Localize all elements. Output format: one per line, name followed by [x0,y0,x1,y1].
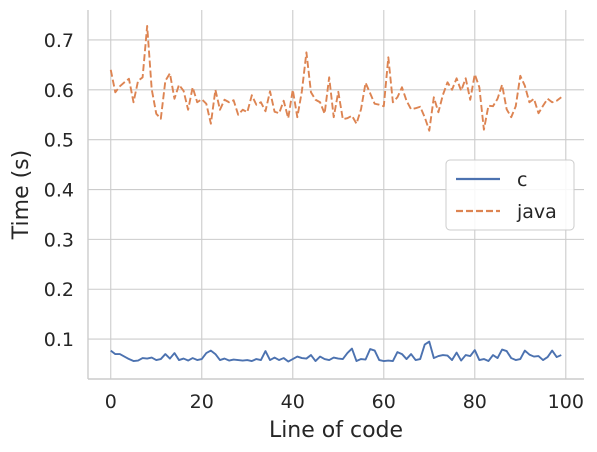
legend-label-c: c [517,169,527,191]
y-tick-label: 0.4 [44,180,74,202]
y-axis-label: Time (s) [9,150,34,240]
series-layer [109,25,562,363]
y-tick-labels: 0.1 0.2 0.3 0.4 0.5 0.6 0.7 [44,30,74,351]
x-tick-label: 0 [105,391,117,413]
y-tick-label: 0.2 [44,279,74,301]
x-tick-label: 60 [372,391,396,413]
y-tick-label: 0.5 [44,130,74,152]
x-tick-label: 20 [190,391,214,413]
legend: c java [445,159,575,231]
y-tick-label: 0.3 [44,229,74,251]
x-tick-label: 80 [463,391,487,413]
x-tick-label: 100 [548,391,584,413]
legend-box [445,159,575,231]
x-tick-labels: 0 20 40 60 80 100 [105,391,584,413]
y-tick-label: 0.1 [44,329,74,351]
x-tick-label: 40 [281,391,305,413]
x-axis-label: Line of code [269,418,403,443]
legend-label-java: java [516,201,557,223]
series-line-c [110,340,562,363]
series-line-java [109,25,562,132]
y-tick-label: 0.6 [44,80,74,102]
y-tick-label: 0.7 [44,30,74,52]
